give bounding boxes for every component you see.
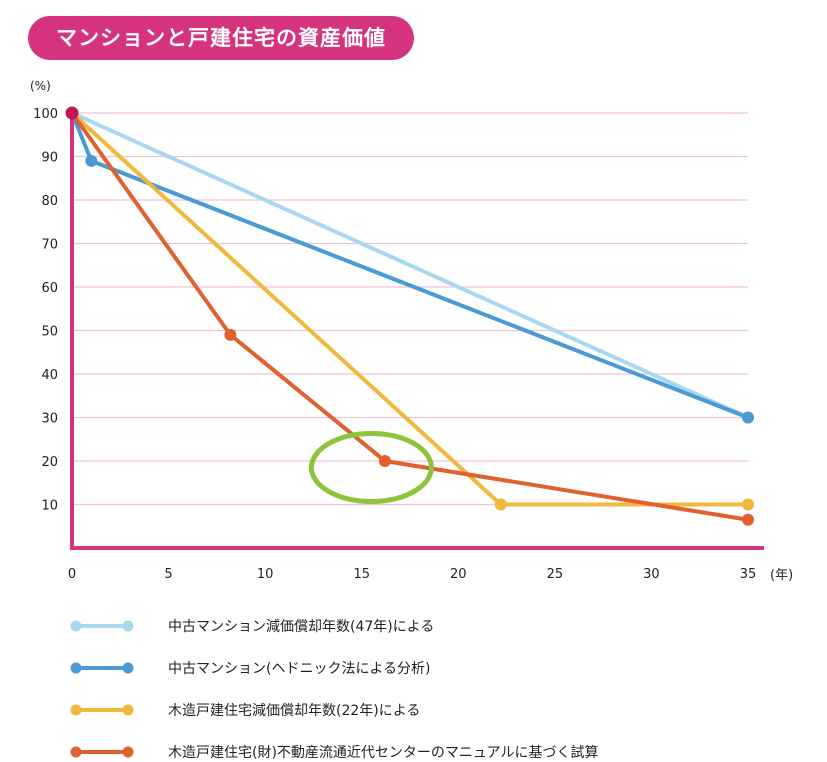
y-tick-label-30: 30 — [41, 412, 58, 427]
legend-marker-1a — [70, 620, 82, 632]
x-tick-label-20: 20 — [450, 567, 467, 582]
data-point-s2-x35 — [742, 411, 754, 424]
legend: 中古マンション減価償却年数(47年)による中古マンション(ヘドニック法による分析… — [70, 618, 599, 761]
legend-marker-4b — [122, 746, 134, 758]
y-tick-label-40: 40 — [41, 368, 58, 383]
series-line-4 — [70, 111, 750, 522]
highlight-annotation — [308, 431, 434, 505]
data-point-s2-x1 — [85, 154, 98, 167]
legend-marker-3a — [70, 704, 82, 716]
y-tick-label-90: 90 — [41, 151, 58, 166]
y-tick-label-50: 50 — [41, 325, 58, 340]
legend-marker-3b — [122, 704, 134, 716]
data-point-s4-x16.2 — [378, 455, 391, 467]
y-unit-label: (%) — [30, 79, 51, 93]
legend-marker-4a — [70, 746, 82, 758]
x-unit-label: (年) — [770, 568, 793, 583]
legend-label-3: 木造戸建住宅減価償却年数(22年)による — [168, 702, 420, 719]
y-tick-label-20: 20 — [41, 455, 58, 470]
legend-marker-2a — [70, 662, 82, 674]
x-tick-label-10: 10 — [257, 567, 274, 582]
x-tick-label-30: 30 — [643, 567, 660, 582]
series-line-1 — [70, 111, 750, 420]
y-tick-label-100: 100 — [33, 107, 58, 122]
axes — [70, 109, 764, 550]
legend-label-1: 中古マンション減価償却年数(47年)による — [168, 618, 434, 635]
x-tick-label-25: 25 — [547, 567, 564, 582]
data-point-origin — [65, 106, 79, 120]
x-tick-label-35: 35 — [740, 567, 757, 582]
y-tick-label-60: 60 — [41, 281, 58, 296]
series-line-3 — [70, 111, 750, 507]
legend-label-2: 中古マンション(ヘドニック法による分析) — [168, 661, 431, 677]
legend-marker-2b — [122, 662, 134, 674]
x-tick-label-5: 5 — [164, 567, 172, 582]
highlight-circle — [308, 431, 434, 505]
legend-marker-1b — [122, 620, 134, 632]
legend-label-4: 木造戸建住宅(財)不動産流通近代センターのマニュアルに基づく試算 — [168, 744, 599, 761]
data-point-s4-x35 — [742, 513, 754, 526]
series-lines — [70, 111, 750, 522]
chart-title: マンションと戸建住宅の資産価値 — [28, 16, 414, 60]
y-tick-label-80: 80 — [41, 194, 58, 209]
x-tick-label-15: 15 — [353, 567, 370, 582]
tick-labels: 10 20 30 40 50 60 70 80 90 100 0 5 10 15 20 25 30 35 (%) (年… — [30, 79, 793, 583]
grid-lines — [72, 112, 748, 506]
data-point-s3-x35 — [742, 498, 754, 511]
data-point-s4-x8.2 — [224, 328, 237, 341]
y-tick-label-10: 10 — [41, 499, 58, 514]
y-tick-label-70: 70 — [41, 238, 58, 253]
x-tick-label-0: 0 — [68, 567, 76, 582]
data-point-s3-x22.2 — [494, 498, 507, 511]
data-points — [65, 106, 754, 526]
